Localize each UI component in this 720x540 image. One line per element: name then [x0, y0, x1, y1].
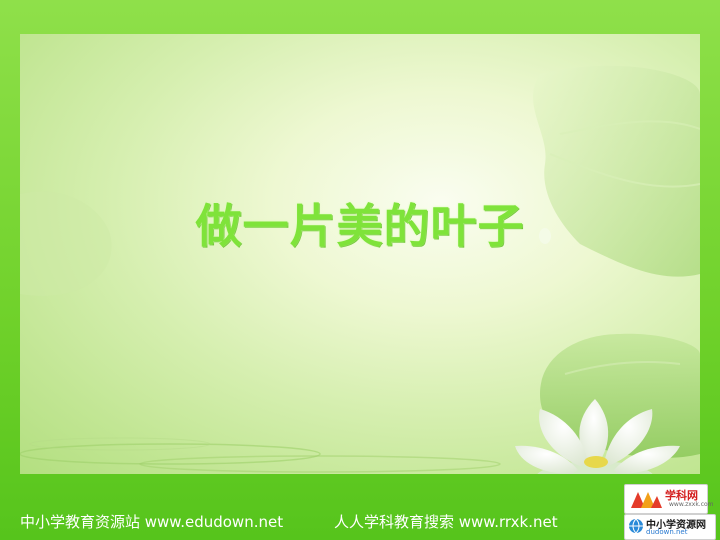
zhongxiaoxue-logo-name: 中小学资源网 — [646, 520, 706, 531]
footer-bar: 中小学教育资源站 www.edudown.net 人人学科教育搜索 www.rr… — [0, 508, 600, 536]
xueke-logo[interactable]: 学科网 www.zxxk.com — [624, 484, 714, 514]
xueke-logo-name: 学科网 — [665, 489, 698, 502]
zhongxiaoxue-logo[interactable]: 中小学资源网 dudown.net — [624, 514, 716, 540]
lotus-leaves-illustration — [20, 65, 700, 474]
footer-left-link[interactable]: 中小学教育资源站 www.edudown.net — [20, 513, 284, 531]
people-logo-icon — [631, 492, 662, 508]
zhongxiaoxue-logo-url: dudown.net — [646, 528, 688, 536]
slide-panel — [20, 34, 700, 474]
footer-right-link[interactable]: 人人学科教育搜索 www.rrxk.net — [334, 513, 558, 531]
slide-title: 做一片美的叶子 — [195, 199, 525, 253]
water-ripples — [20, 437, 501, 473]
globe-icon — [629, 518, 643, 534]
water-droplet — [539, 228, 551, 244]
xueke-logo-url: www.zxxk.com — [669, 501, 714, 508]
upper-leaf — [533, 65, 700, 277]
lotus-flower — [515, 399, 680, 474]
